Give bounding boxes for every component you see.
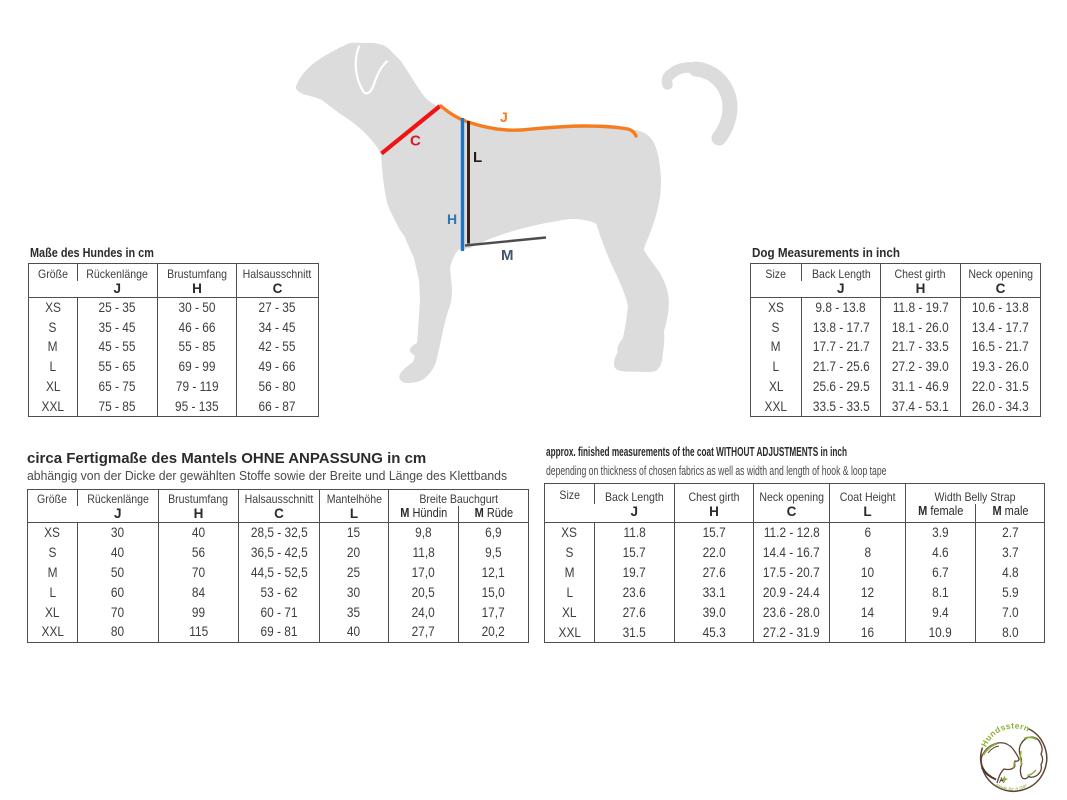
svg-text:C: C: [410, 133, 421, 150]
svg-text:Hundsstern: Hundsstern: [979, 720, 1032, 748]
svg-text:J: J: [500, 109, 508, 125]
svg-text:H: H: [447, 211, 457, 227]
svg-text:M: M: [501, 247, 514, 264]
svg-text:made for a star: made for a star: [994, 782, 1028, 793]
svg-text:L: L: [473, 149, 482, 166]
